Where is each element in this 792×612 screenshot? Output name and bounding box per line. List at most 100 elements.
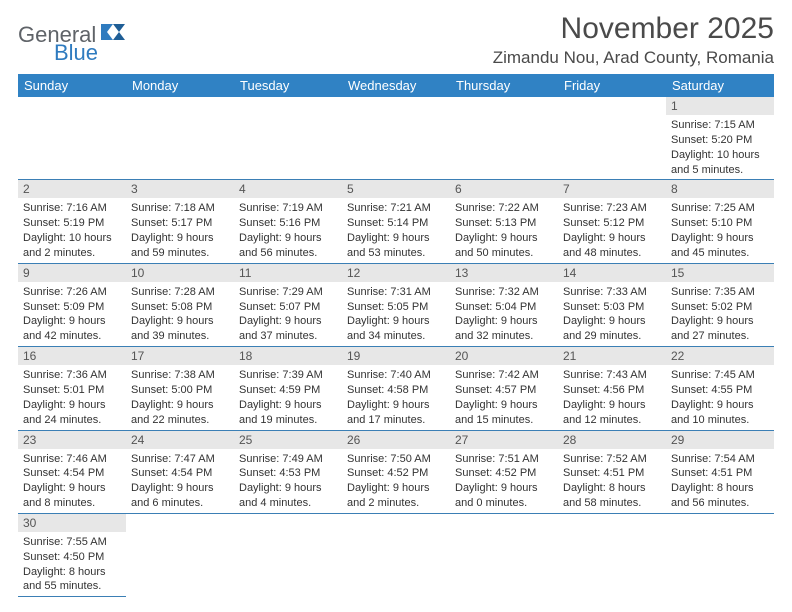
calendar-empty-cell [18, 97, 126, 180]
calendar-empty-cell [126, 97, 234, 180]
calendar-empty-cell [126, 513, 234, 596]
day-number: 14 [558, 264, 666, 282]
title-block: November 2025 Zimandu Nou, Arad County, … [493, 12, 774, 68]
day-info: Sunrise: 7:42 AMSunset: 4:57 PMDaylight:… [450, 365, 558, 429]
day-number: 25 [234, 431, 342, 449]
day-number: 5 [342, 180, 450, 198]
calendar-empty-cell [450, 97, 558, 180]
day-number: 11 [234, 264, 342, 282]
calendar-day-cell: 12Sunrise: 7:31 AMSunset: 5:05 PMDayligh… [342, 263, 450, 346]
day-number: 10 [126, 264, 234, 282]
page-title: November 2025 [493, 12, 774, 46]
day-number: 15 [666, 264, 774, 282]
day-info: Sunrise: 7:35 AMSunset: 5:02 PMDaylight:… [666, 282, 774, 346]
weekday-header: Wednesday [342, 74, 450, 97]
calendar-week-row: 30Sunrise: 7:55 AMSunset: 4:50 PMDayligh… [18, 513, 774, 596]
weekday-header: Saturday [666, 74, 774, 97]
logo: General Blue [18, 22, 126, 64]
day-info: Sunrise: 7:40 AMSunset: 4:58 PMDaylight:… [342, 365, 450, 429]
weekday-header: Tuesday [234, 74, 342, 97]
calendar-day-cell: 25Sunrise: 7:49 AMSunset: 4:53 PMDayligh… [234, 430, 342, 513]
day-number: 27 [450, 431, 558, 449]
day-number: 29 [666, 431, 774, 449]
day-info: Sunrise: 7:16 AMSunset: 5:19 PMDaylight:… [18, 198, 126, 262]
day-info: Sunrise: 7:51 AMSunset: 4:52 PMDaylight:… [450, 449, 558, 513]
day-info: Sunrise: 7:19 AMSunset: 5:16 PMDaylight:… [234, 198, 342, 262]
day-info: Sunrise: 7:21 AMSunset: 5:14 PMDaylight:… [342, 198, 450, 262]
day-info: Sunrise: 7:22 AMSunset: 5:13 PMDaylight:… [450, 198, 558, 262]
day-info: Sunrise: 7:29 AMSunset: 5:07 PMDaylight:… [234, 282, 342, 346]
calendar-day-cell: 14Sunrise: 7:33 AMSunset: 5:03 PMDayligh… [558, 263, 666, 346]
calendar-day-cell: 21Sunrise: 7:43 AMSunset: 4:56 PMDayligh… [558, 347, 666, 430]
day-number: 9 [18, 264, 126, 282]
calendar-day-cell: 1Sunrise: 7:15 AMSunset: 5:20 PMDaylight… [666, 97, 774, 180]
calendar-empty-cell [450, 513, 558, 596]
day-info: Sunrise: 7:18 AMSunset: 5:17 PMDaylight:… [126, 198, 234, 262]
day-info: Sunrise: 7:39 AMSunset: 4:59 PMDaylight:… [234, 365, 342, 429]
calendar-day-cell: 17Sunrise: 7:38 AMSunset: 5:00 PMDayligh… [126, 347, 234, 430]
header: General Blue November 2025 Zimandu Nou, … [18, 12, 774, 68]
day-number: 22 [666, 347, 774, 365]
calendar-empty-cell [666, 513, 774, 596]
calendar-day-cell: 11Sunrise: 7:29 AMSunset: 5:07 PMDayligh… [234, 263, 342, 346]
calendar-day-cell: 16Sunrise: 7:36 AMSunset: 5:01 PMDayligh… [18, 347, 126, 430]
calendar-day-cell: 9Sunrise: 7:26 AMSunset: 5:09 PMDaylight… [18, 263, 126, 346]
day-info: Sunrise: 7:54 AMSunset: 4:51 PMDaylight:… [666, 449, 774, 513]
day-number: 18 [234, 347, 342, 365]
calendar-day-cell: 19Sunrise: 7:40 AMSunset: 4:58 PMDayligh… [342, 347, 450, 430]
calendar-week-row: 2Sunrise: 7:16 AMSunset: 5:19 PMDaylight… [18, 180, 774, 263]
calendar-body: 1Sunrise: 7:15 AMSunset: 5:20 PMDaylight… [18, 97, 774, 597]
day-info: Sunrise: 7:47 AMSunset: 4:54 PMDaylight:… [126, 449, 234, 513]
calendar-day-cell: 3Sunrise: 7:18 AMSunset: 5:17 PMDaylight… [126, 180, 234, 263]
day-info: Sunrise: 7:36 AMSunset: 5:01 PMDaylight:… [18, 365, 126, 429]
day-info: Sunrise: 7:43 AMSunset: 4:56 PMDaylight:… [558, 365, 666, 429]
calendar-empty-cell [234, 97, 342, 180]
day-number: 13 [450, 264, 558, 282]
day-info: Sunrise: 7:28 AMSunset: 5:08 PMDaylight:… [126, 282, 234, 346]
day-info: Sunrise: 7:31 AMSunset: 5:05 PMDaylight:… [342, 282, 450, 346]
day-number: 20 [450, 347, 558, 365]
day-number: 3 [126, 180, 234, 198]
calendar-week-row: 16Sunrise: 7:36 AMSunset: 5:01 PMDayligh… [18, 347, 774, 430]
day-info: Sunrise: 7:25 AMSunset: 5:10 PMDaylight:… [666, 198, 774, 262]
weekday-header: Thursday [450, 74, 558, 97]
calendar-day-cell: 22Sunrise: 7:45 AMSunset: 4:55 PMDayligh… [666, 347, 774, 430]
calendar-day-cell: 4Sunrise: 7:19 AMSunset: 5:16 PMDaylight… [234, 180, 342, 263]
logo-flag-icon [100, 22, 126, 42]
calendar-day-cell: 13Sunrise: 7:32 AMSunset: 5:04 PMDayligh… [450, 263, 558, 346]
day-number: 4 [234, 180, 342, 198]
calendar-day-cell: 24Sunrise: 7:47 AMSunset: 4:54 PMDayligh… [126, 430, 234, 513]
weekday-header-row: SundayMondayTuesdayWednesdayThursdayFrid… [18, 74, 774, 97]
calendar-empty-cell [342, 97, 450, 180]
day-number: 17 [126, 347, 234, 365]
calendar-empty-cell [558, 97, 666, 180]
day-number: 26 [342, 431, 450, 449]
day-info: Sunrise: 7:23 AMSunset: 5:12 PMDaylight:… [558, 198, 666, 262]
day-info: Sunrise: 7:26 AMSunset: 5:09 PMDaylight:… [18, 282, 126, 346]
calendar-week-row: 1Sunrise: 7:15 AMSunset: 5:20 PMDaylight… [18, 97, 774, 180]
logo-text: General Blue [18, 22, 126, 64]
location-text: Zimandu Nou, Arad County, Romania [493, 48, 774, 68]
calendar-day-cell: 27Sunrise: 7:51 AMSunset: 4:52 PMDayligh… [450, 430, 558, 513]
day-number: 7 [558, 180, 666, 198]
calendar-day-cell: 7Sunrise: 7:23 AMSunset: 5:12 PMDaylight… [558, 180, 666, 263]
day-info: Sunrise: 7:15 AMSunset: 5:20 PMDaylight:… [666, 115, 774, 179]
logo-word-blue: Blue [54, 42, 126, 64]
day-info: Sunrise: 7:50 AMSunset: 4:52 PMDaylight:… [342, 449, 450, 513]
day-info: Sunrise: 7:52 AMSunset: 4:51 PMDaylight:… [558, 449, 666, 513]
day-number: 28 [558, 431, 666, 449]
calendar-empty-cell [342, 513, 450, 596]
day-info: Sunrise: 7:49 AMSunset: 4:53 PMDaylight:… [234, 449, 342, 513]
day-number: 1 [666, 97, 774, 115]
calendar-day-cell: 8Sunrise: 7:25 AMSunset: 5:10 PMDaylight… [666, 180, 774, 263]
calendar-day-cell: 5Sunrise: 7:21 AMSunset: 5:14 PMDaylight… [342, 180, 450, 263]
day-number: 30 [18, 514, 126, 532]
calendar-day-cell: 2Sunrise: 7:16 AMSunset: 5:19 PMDaylight… [18, 180, 126, 263]
calendar-week-row: 9Sunrise: 7:26 AMSunset: 5:09 PMDaylight… [18, 263, 774, 346]
day-number: 24 [126, 431, 234, 449]
day-number: 21 [558, 347, 666, 365]
day-number: 2 [18, 180, 126, 198]
calendar-day-cell: 23Sunrise: 7:46 AMSunset: 4:54 PMDayligh… [18, 430, 126, 513]
calendar-day-cell: 18Sunrise: 7:39 AMSunset: 4:59 PMDayligh… [234, 347, 342, 430]
day-info: Sunrise: 7:33 AMSunset: 5:03 PMDaylight:… [558, 282, 666, 346]
